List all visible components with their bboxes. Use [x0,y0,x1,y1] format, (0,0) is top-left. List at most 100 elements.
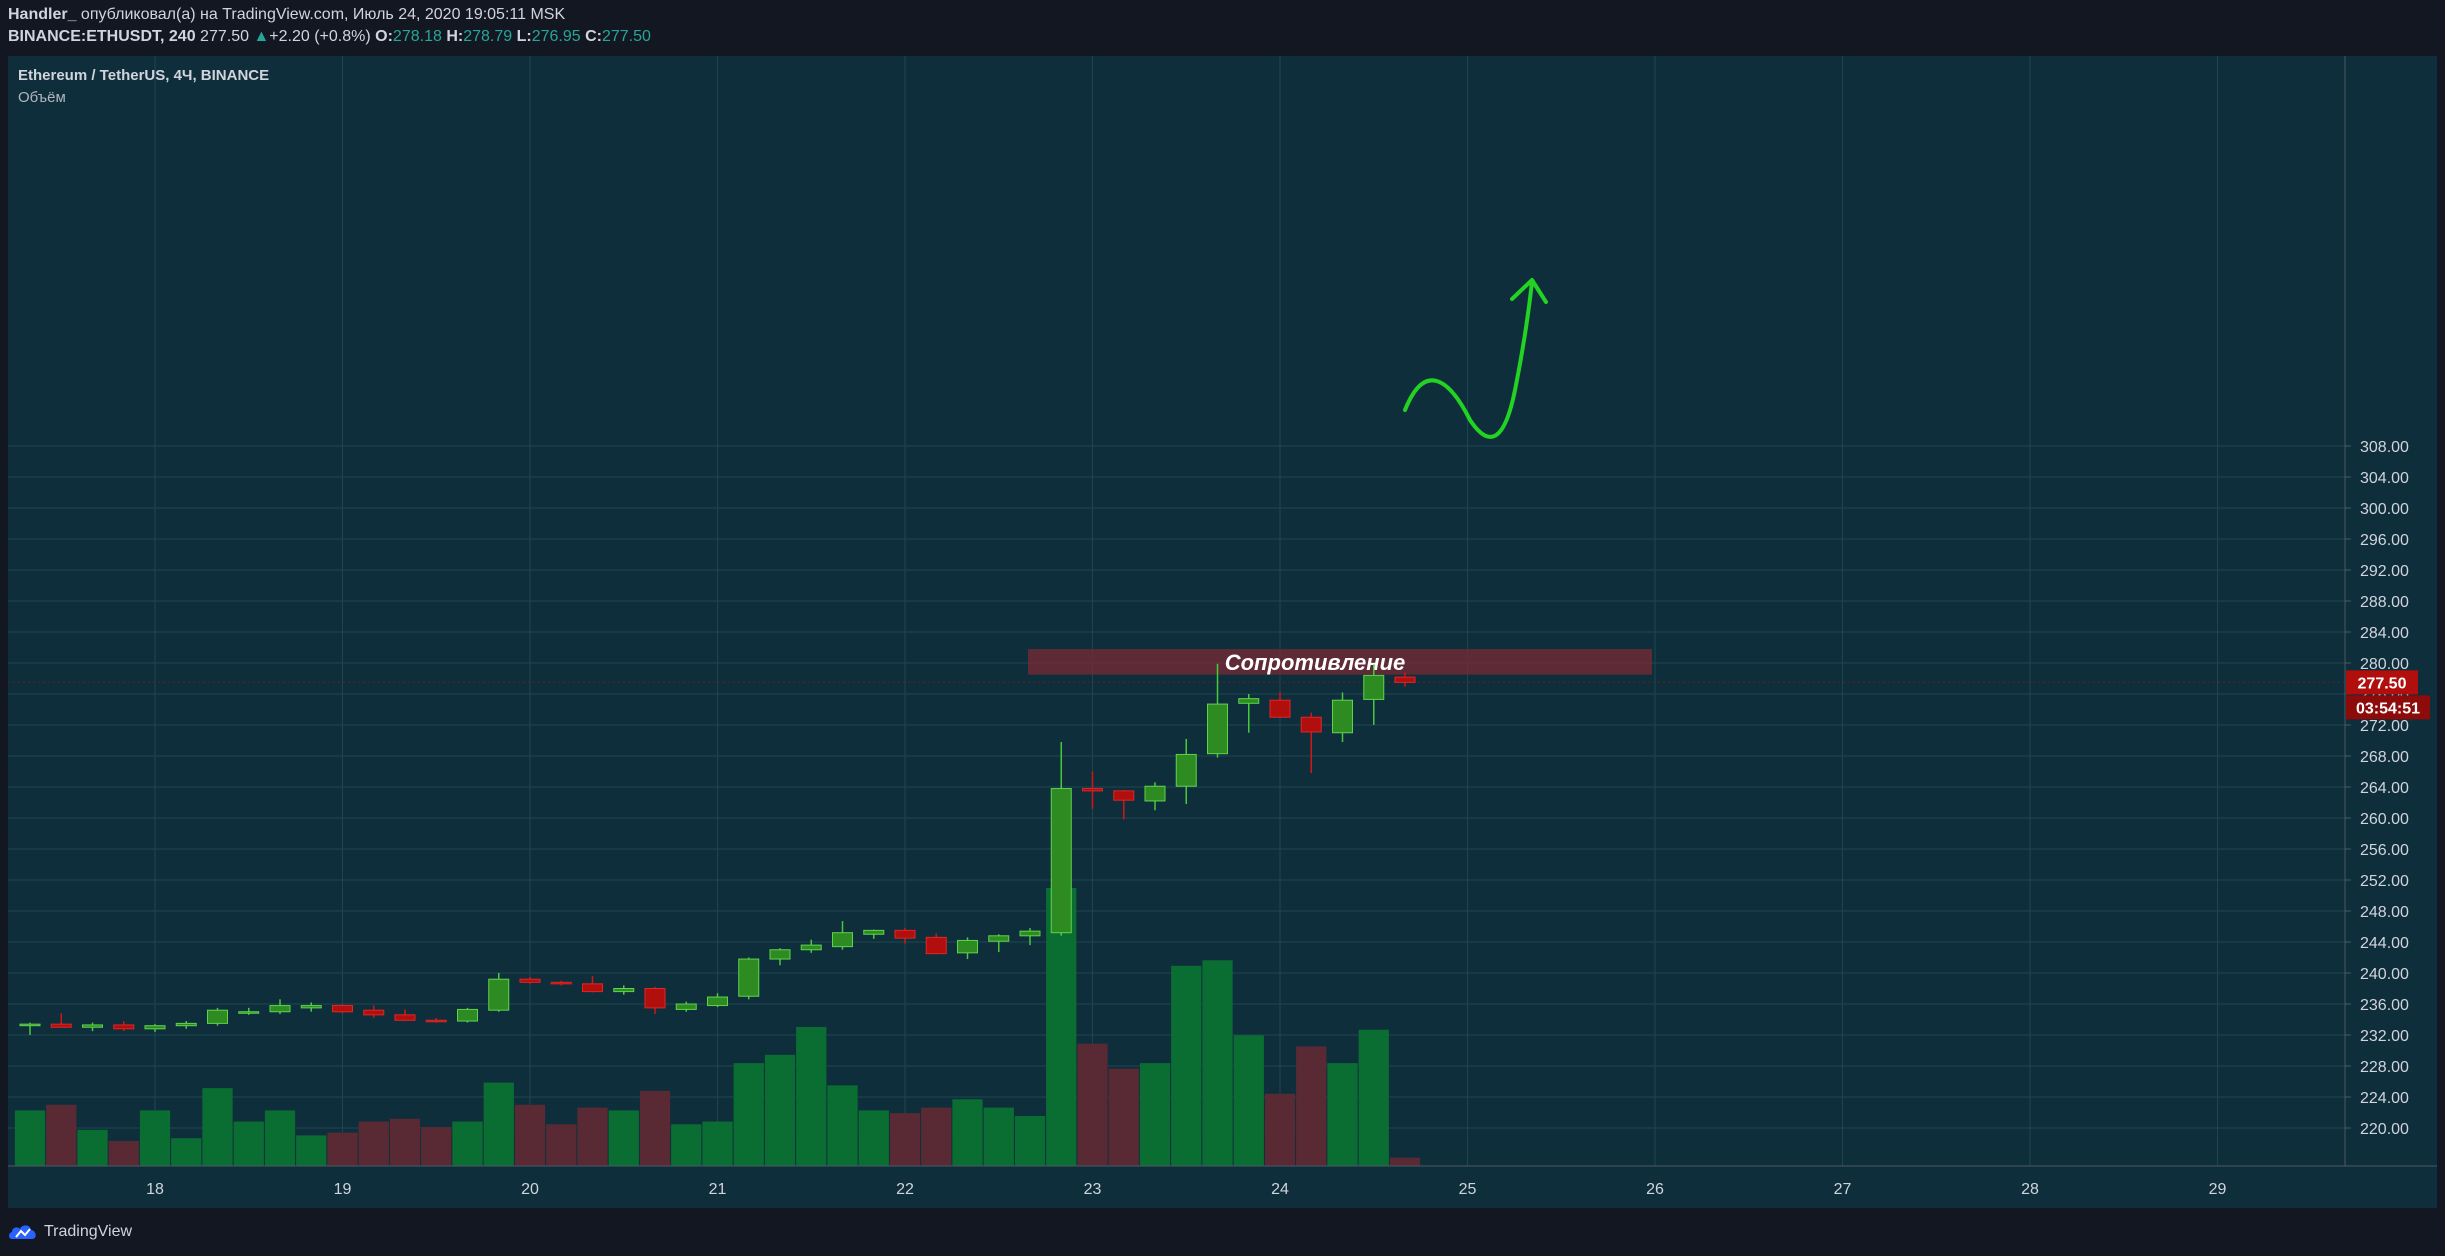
date-tick-label: 19 [334,1181,352,1198]
volume-bar [702,1121,733,1166]
volume-bar [171,1138,202,1166]
candle-body [1394,676,1416,683]
volume-bar [608,1110,639,1166]
price-tick-label: 292.00 [2360,563,2409,580]
volume-bar [1233,1035,1264,1166]
candle-body [1363,674,1385,700]
author-name[interactable]: Handler_ [8,6,77,23]
candle-body [144,1025,166,1030]
resistance-zone-layer: Сопротивление [8,649,2345,683]
resistance-zone [1028,649,1652,675]
time-axis-background[interactable] [8,1166,2437,1208]
price-axis-background[interactable] [2345,56,2437,1166]
volume-bar [827,1085,858,1166]
candle-body [988,935,1010,942]
price-tick-label: 260.00 [2360,811,2409,828]
candle-body [175,1022,197,1027]
volume-bar [358,1121,389,1166]
candle-body [1050,788,1072,934]
candle-body [1332,699,1353,734]
published-text: опубликовал(а) на TradingView.com, Июль … [80,6,566,23]
price-tick-label: 308.00 [2360,439,2409,456]
candle-body [1238,698,1260,704]
volume-bar [1171,965,1202,1166]
volume-bar [858,1110,889,1166]
volume-bar [108,1140,139,1166]
price-tick-label: 296.00 [2360,532,2409,549]
resistance-label: Сопротивление [1225,650,1406,675]
volume-bar [1202,960,1233,1166]
date-tick-label: 21 [709,1181,727,1198]
price-tick-label: 252.00 [2360,873,2409,890]
price-tick-label: 248.00 [2360,904,2409,921]
volume-bar [764,1054,796,1166]
candle-body [425,1019,447,1023]
volume-bar [389,1118,421,1166]
price-tick-label: 244.00 [2360,935,2409,952]
date-tick-label: 29 [2209,1181,2227,1198]
price-change: +2.20 (+0.8%) [269,28,371,45]
volume-bar [952,1099,983,1166]
symbol-info: BINANCE:ETHUSDT, 240 277.50 ▲+2.20 (+0.8… [8,28,651,46]
volume-bar [1264,1093,1296,1166]
forecast-arrow-path [1403,280,1534,439]
candle-body [707,996,728,1007]
volume-bar [327,1132,358,1166]
volume-bar [77,1129,108,1166]
volume-bar [202,1088,233,1166]
countdown-badge-text: 03:54:51 [2356,700,2420,717]
candle-body [19,1023,41,1027]
arrowhead-icon [1510,278,1548,304]
volume-bar [233,1121,264,1166]
volume-bar [483,1082,514,1166]
candle-body [269,1005,291,1013]
date-tick-label: 20 [521,1181,539,1198]
volume-bar [1296,1046,1327,1166]
candles [19,663,1416,1035]
price-tick-label: 280.00 [2360,656,2409,673]
date-tick-label: 18 [146,1181,164,1198]
volume-bar [1077,1043,1108,1166]
price-tick-label: 300.00 [2360,501,2409,518]
candle-body [363,1009,385,1016]
volume-bars [14,888,1421,1166]
volume-bar [1108,1068,1139,1166]
candle-body [332,1005,353,1013]
candle-body [582,983,603,993]
candle-body [519,978,541,983]
candle-body [1269,699,1291,718]
volume-bar [733,1063,764,1166]
tradingview-logo[interactable]: TradingView [8,1223,132,1241]
candle-body [925,936,947,955]
time-axis[interactable]: 18 19 20 21 22 23 24 25 26 27 28 29 [146,1181,2226,1198]
price-axis[interactable]: 308.00 304.00 300.00 296.00 292.00 288.00 284.… [2345,439,2430,1138]
price-tick-label: 264.00 [2360,780,2409,797]
volume-bar [983,1107,1014,1166]
volume-bar [264,1110,296,1166]
candle-body [738,958,760,997]
volume-bar [452,1121,483,1166]
publish-info: Handler_ опубликовал(а) на TradingView.c… [8,6,565,24]
volume-bar [46,1104,77,1166]
candle-body [894,929,916,939]
volume-bar [514,1104,546,1166]
low-value: 276.95 [531,28,581,45]
price-tick-label: 284.00 [2360,625,2409,642]
last-price-badge-text: 277.50 [2358,675,2407,692]
date-tick-label: 23 [1084,1181,1102,1198]
candle-body [675,1003,697,1010]
volume-bar [796,1027,827,1166]
open-label: O: [375,28,393,45]
last-price-badge [2346,670,2418,695]
candle-body [644,988,666,1009]
volume-indicator-label[interactable]: Объём [18,89,66,106]
tradingview-cloud-icon [9,1225,36,1239]
price-tick-label: 228.00 [2360,1059,2409,1076]
price-tick-label: 288.00 [2360,594,2409,611]
volume-bar [889,1113,921,1166]
low-label: L: [516,28,532,45]
brand-name: TradingView [44,1223,133,1240]
price-tick-label: 304.00 [2360,470,2409,487]
candle-body [113,1024,135,1030]
